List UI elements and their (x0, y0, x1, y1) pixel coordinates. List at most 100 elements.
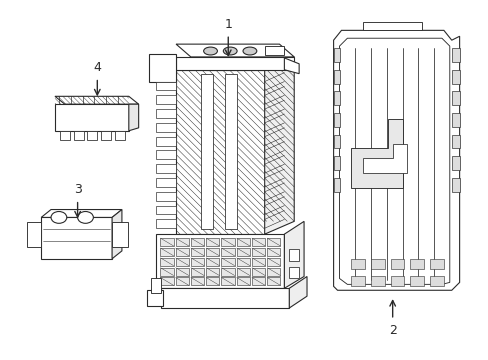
Polygon shape (251, 278, 264, 285)
Polygon shape (266, 278, 280, 285)
Polygon shape (200, 74, 212, 229)
Polygon shape (175, 278, 188, 285)
Polygon shape (205, 258, 219, 266)
Polygon shape (451, 91, 459, 105)
Polygon shape (451, 113, 459, 127)
Polygon shape (205, 248, 219, 256)
Polygon shape (284, 58, 299, 74)
Polygon shape (160, 278, 173, 285)
Polygon shape (390, 276, 404, 286)
Ellipse shape (223, 47, 237, 55)
Polygon shape (160, 248, 173, 256)
Polygon shape (350, 276, 365, 286)
Polygon shape (451, 135, 459, 148)
Polygon shape (175, 267, 188, 275)
Polygon shape (112, 210, 122, 259)
Polygon shape (27, 222, 41, 247)
Polygon shape (251, 238, 264, 246)
Polygon shape (156, 234, 284, 288)
Polygon shape (333, 135, 339, 148)
Polygon shape (451, 156, 459, 170)
Polygon shape (175, 248, 188, 256)
Text: 3: 3 (74, 183, 81, 196)
Polygon shape (370, 276, 384, 286)
Polygon shape (225, 74, 237, 229)
Polygon shape (156, 82, 176, 90)
Polygon shape (429, 276, 443, 286)
Polygon shape (55, 104, 128, 131)
Polygon shape (156, 178, 176, 187)
Polygon shape (409, 276, 423, 286)
Polygon shape (87, 131, 97, 140)
Polygon shape (160, 238, 173, 246)
Polygon shape (221, 267, 234, 275)
Ellipse shape (203, 47, 217, 55)
Polygon shape (236, 248, 249, 256)
Polygon shape (190, 278, 203, 285)
Polygon shape (333, 70, 339, 84)
Polygon shape (221, 238, 234, 246)
Polygon shape (236, 238, 249, 246)
Polygon shape (429, 259, 443, 269)
Polygon shape (176, 70, 264, 234)
Polygon shape (236, 267, 249, 275)
Ellipse shape (243, 47, 256, 55)
Polygon shape (176, 44, 294, 57)
Polygon shape (175, 238, 188, 246)
Polygon shape (161, 288, 289, 308)
Polygon shape (363, 22, 421, 30)
Polygon shape (190, 258, 203, 266)
Polygon shape (115, 131, 124, 140)
Polygon shape (284, 221, 304, 288)
Polygon shape (333, 156, 339, 170)
Polygon shape (112, 222, 127, 247)
Polygon shape (333, 91, 339, 105)
Polygon shape (156, 164, 176, 173)
Polygon shape (160, 267, 173, 275)
Polygon shape (409, 259, 423, 269)
Polygon shape (156, 206, 176, 215)
Polygon shape (160, 258, 173, 266)
Polygon shape (451, 70, 459, 84)
Polygon shape (205, 278, 219, 285)
Polygon shape (156, 150, 176, 159)
Polygon shape (190, 238, 203, 246)
Polygon shape (156, 109, 176, 118)
Polygon shape (74, 131, 83, 140)
Polygon shape (339, 38, 449, 284)
Polygon shape (266, 238, 280, 246)
Polygon shape (221, 248, 234, 256)
Polygon shape (236, 258, 249, 266)
Polygon shape (221, 278, 234, 285)
Polygon shape (151, 278, 161, 293)
Polygon shape (251, 248, 264, 256)
Polygon shape (156, 123, 176, 132)
Polygon shape (128, 104, 139, 131)
Polygon shape (41, 210, 122, 217)
Polygon shape (205, 238, 219, 246)
Text: 2: 2 (388, 324, 396, 337)
Polygon shape (266, 267, 280, 275)
Polygon shape (264, 46, 284, 55)
Polygon shape (156, 192, 176, 201)
Polygon shape (333, 113, 339, 127)
Polygon shape (156, 95, 176, 104)
Polygon shape (190, 267, 203, 275)
Polygon shape (236, 278, 249, 285)
Polygon shape (451, 178, 459, 192)
Polygon shape (289, 249, 299, 261)
Polygon shape (266, 248, 280, 256)
Polygon shape (251, 258, 264, 266)
Polygon shape (176, 57, 294, 70)
Polygon shape (370, 259, 384, 269)
Polygon shape (156, 219, 176, 228)
Polygon shape (146, 290, 163, 306)
Polygon shape (60, 131, 70, 140)
Polygon shape (190, 248, 203, 256)
Polygon shape (101, 131, 111, 140)
Polygon shape (333, 30, 459, 290)
Ellipse shape (78, 212, 93, 223)
Polygon shape (264, 57, 294, 234)
Polygon shape (333, 48, 339, 62)
Ellipse shape (51, 212, 67, 223)
